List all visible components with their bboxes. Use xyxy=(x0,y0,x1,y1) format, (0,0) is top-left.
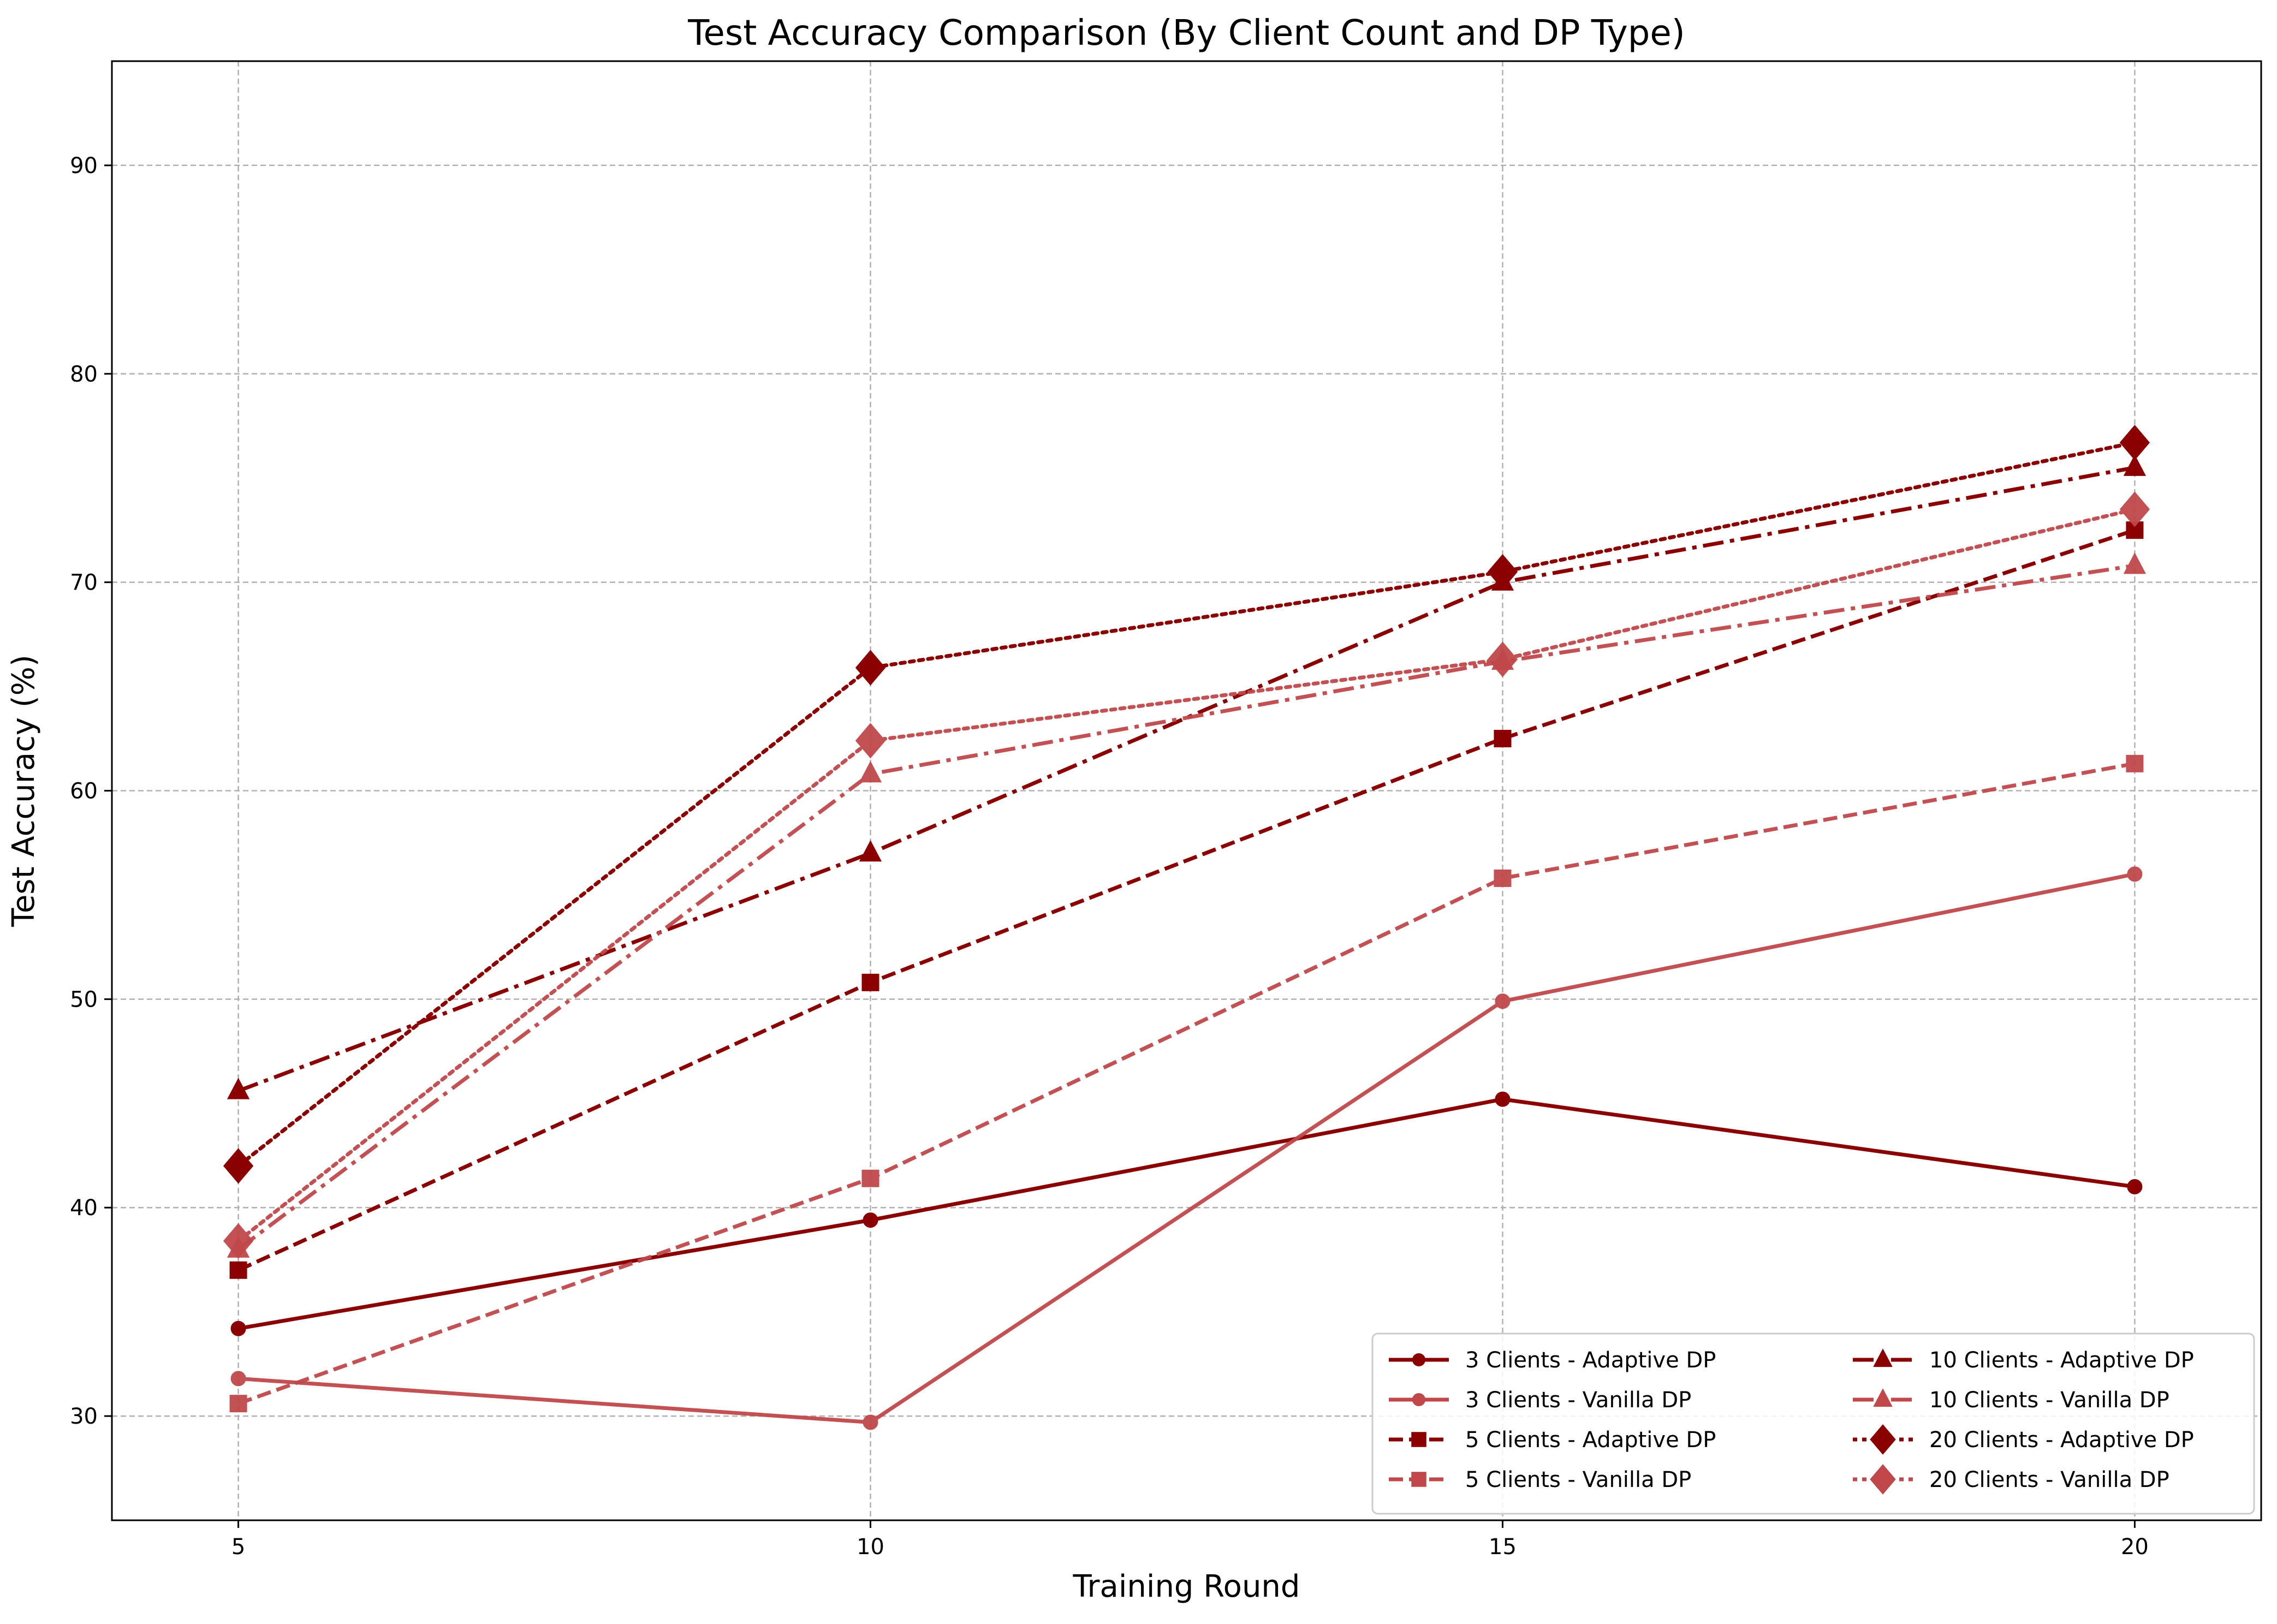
series-group xyxy=(223,491,2150,1259)
legend-marker xyxy=(1412,1393,1426,1407)
series-lines xyxy=(223,425,2150,1430)
y-tick-label: 60 xyxy=(70,779,98,804)
series-line xyxy=(236,441,2137,1168)
data-point xyxy=(1487,641,1518,677)
data-point xyxy=(863,1414,878,1430)
series-group xyxy=(229,521,2144,1279)
legend-item: 20 Clients - Vanilla DP xyxy=(1853,1464,2169,1495)
series-line xyxy=(237,528,2136,1272)
data-point xyxy=(2123,454,2147,476)
legend-marker xyxy=(1870,1464,1896,1495)
series-line xyxy=(237,1097,2135,1331)
legend-marker xyxy=(1412,1353,1426,1367)
legend-marker xyxy=(1873,1388,1893,1407)
series-line xyxy=(237,466,2136,1093)
data-point xyxy=(1494,730,1512,748)
data-point xyxy=(859,760,882,783)
x-tick-label: 5 xyxy=(231,1534,245,1560)
data-point xyxy=(1494,869,1512,887)
grid xyxy=(112,61,2261,1520)
legend-label: 10 Clients - Adaptive DP xyxy=(1929,1348,2194,1373)
y-tick-label: 80 xyxy=(70,362,98,387)
axis-ticks: 5 10 15 20 30 40 50 60 70 80 90 xyxy=(70,153,2149,1560)
legend-item: 5 Clients - Adaptive DP xyxy=(1389,1427,1716,1453)
data-point xyxy=(223,1223,254,1259)
data-point xyxy=(2127,866,2143,882)
y-tick-label: 30 xyxy=(70,1404,98,1429)
data-point xyxy=(230,1371,246,1387)
legend-label: 5 Clients - Vanilla DP xyxy=(1465,1467,1691,1492)
series-group xyxy=(230,866,2143,1430)
legend-item: 10 Clients - Vanilla DP xyxy=(1853,1388,2169,1413)
data-point xyxy=(229,1395,247,1413)
series-line xyxy=(237,762,2136,1406)
series-line xyxy=(236,507,2137,1243)
legend-marker xyxy=(1873,1348,1893,1367)
legend: 3 Clients - Adaptive DP 3 Clients - Vanil… xyxy=(1371,1332,2255,1515)
legend-label: 20 Clients - Vanilla DP xyxy=(1929,1467,2169,1492)
legend-item: 10 Clients - Adaptive DP xyxy=(1853,1348,2194,1373)
series-line xyxy=(237,563,2135,1251)
data-point xyxy=(2119,425,2150,461)
x-tick-label: 10 xyxy=(857,1534,884,1560)
data-point xyxy=(855,650,886,686)
series-group xyxy=(229,754,2144,1413)
data-point xyxy=(2123,552,2147,574)
data-point xyxy=(2127,1179,2143,1195)
legend-marker xyxy=(1870,1424,1896,1455)
x-tick-label: 15 xyxy=(1489,1534,1517,1560)
data-point xyxy=(2119,491,2150,527)
y-tick-label: 50 xyxy=(70,987,98,1012)
data-point xyxy=(859,840,882,862)
data-point xyxy=(855,723,886,759)
chart-title: Test Accuracy Comparison (By Client Coun… xyxy=(687,13,1685,53)
legend-marker xyxy=(1411,1472,1426,1487)
legend-item: 3 Clients - Adaptive DP xyxy=(1389,1348,1716,1373)
x-axis-label: Training Round xyxy=(1073,1569,1300,1604)
legend-label: 3 Clients - Adaptive DP xyxy=(1465,1348,1716,1373)
data-point xyxy=(863,1212,878,1228)
data-point xyxy=(2126,754,2144,772)
data-point xyxy=(227,1078,250,1099)
legend-label: 20 Clients - Adaptive DP xyxy=(1929,1427,2194,1453)
data-point xyxy=(230,1320,246,1336)
y-tick-label: 40 xyxy=(70,1195,98,1221)
series-line xyxy=(238,872,2136,1425)
data-point xyxy=(1487,554,1518,590)
series-group xyxy=(223,425,2150,1184)
data-point xyxy=(1495,1091,1511,1107)
data-point xyxy=(223,1148,254,1184)
x-tick-label: 20 xyxy=(2121,1534,2149,1560)
data-point xyxy=(861,973,879,991)
legend-marker xyxy=(1411,1432,1426,1447)
legend-label: 5 Clients - Adaptive DP xyxy=(1465,1427,1716,1453)
data-point xyxy=(1495,994,1511,1009)
legend-label: 3 Clients - Vanilla DP xyxy=(1465,1388,1691,1413)
data-point xyxy=(229,1261,247,1279)
data-point xyxy=(861,1169,879,1187)
legend-box xyxy=(1371,1332,2255,1515)
y-tick-label: 70 xyxy=(70,570,98,596)
legend-label: 10 Clients - Vanilla DP xyxy=(1929,1388,2169,1413)
series-group xyxy=(230,1091,2143,1336)
legend-item: 3 Clients - Vanilla DP xyxy=(1389,1388,1691,1413)
legend-item: 5 Clients - Vanilla DP xyxy=(1389,1467,1691,1492)
y-axis-label: Test Accuracy (%) xyxy=(6,655,41,927)
legend-item: 20 Clients - Adaptive DP xyxy=(1853,1424,2194,1455)
y-tick-label: 90 xyxy=(70,153,98,179)
